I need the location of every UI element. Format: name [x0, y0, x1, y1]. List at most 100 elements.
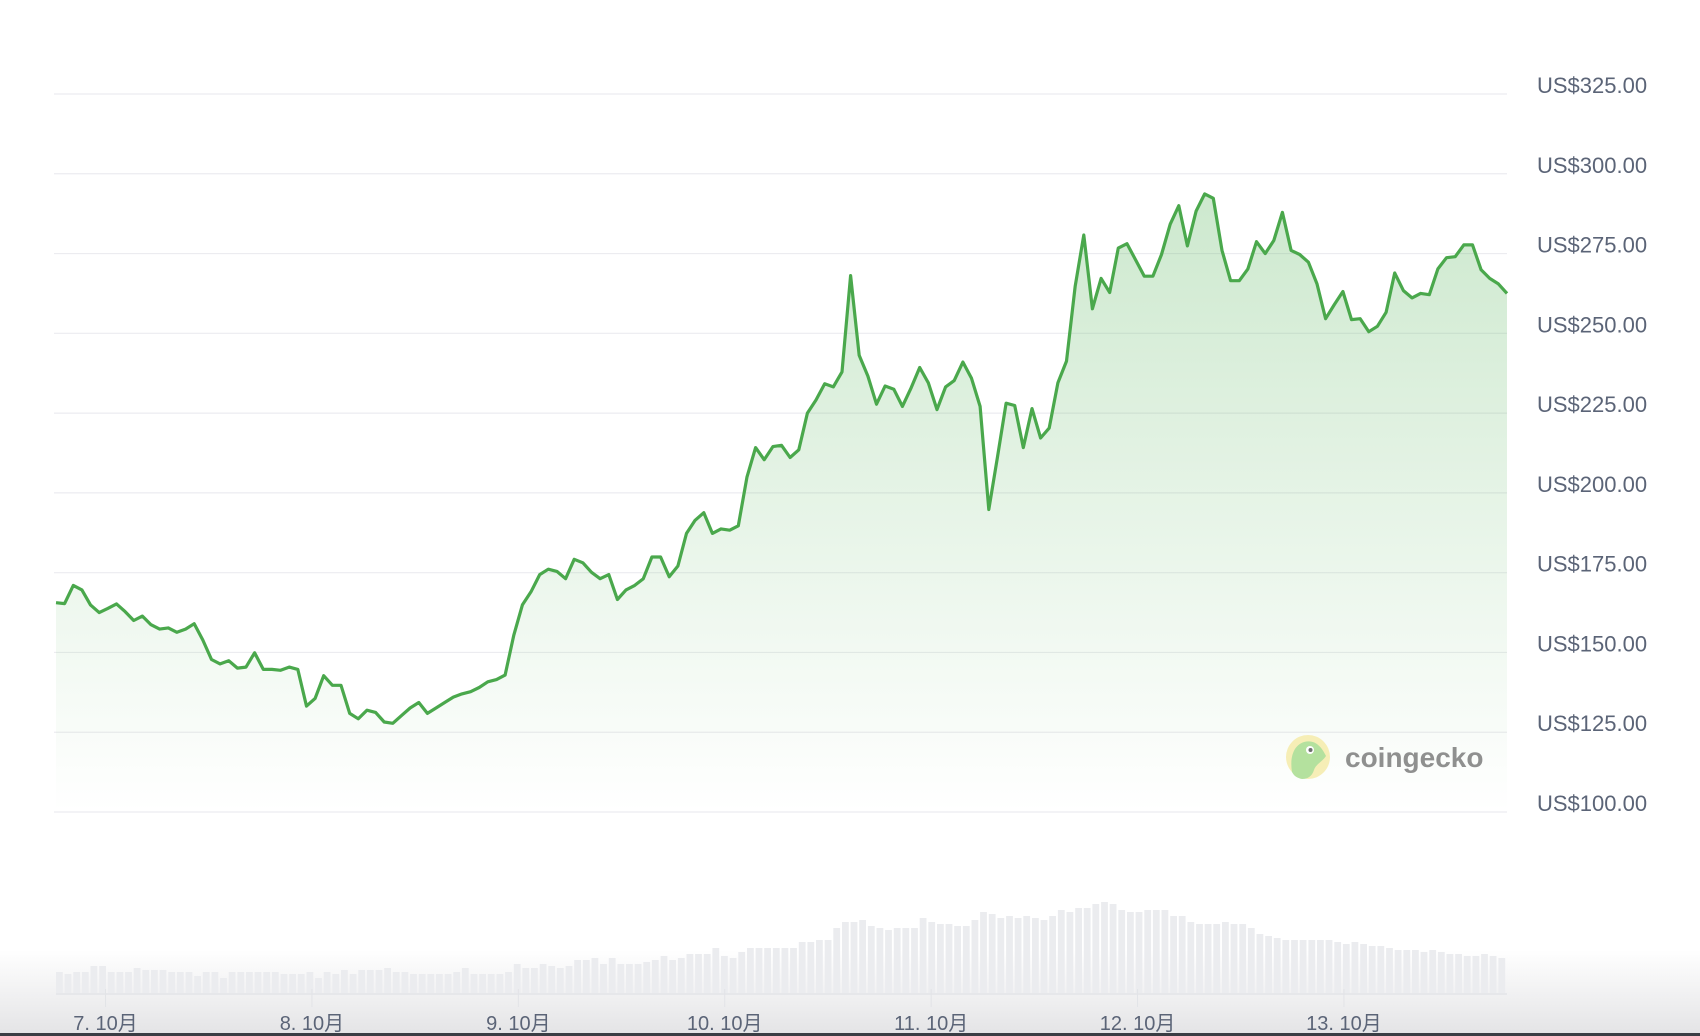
y-tick-label: US$100.00 [1537, 791, 1647, 816]
volume-bar [574, 960, 581, 993]
volume-bar [64, 974, 72, 993]
x-tick-label: 12. 10月 [1100, 1013, 1176, 1035]
volume-bar [608, 958, 616, 993]
volume-bar [1489, 956, 1497, 993]
volume-bar [1256, 934, 1264, 993]
y-tick-label: US$175.00 [1537, 552, 1647, 577]
volume-bars [56, 902, 1507, 995]
price-area [56, 193, 1507, 812]
volume-bar [349, 974, 357, 993]
volume-bar [582, 960, 590, 993]
volume-bar [142, 970, 150, 993]
volume-bar [548, 966, 556, 993]
volume-bar [1351, 942, 1359, 993]
volume-bar [1273, 938, 1281, 993]
volume-bar [461, 968, 469, 993]
volume-bar [1377, 946, 1385, 993]
volume-bar [125, 972, 132, 993]
x-tick-label: 11. 10月 [894, 1013, 968, 1035]
volume-bar [1204, 924, 1212, 993]
x-tick-label: 7. 10月 [73, 1013, 137, 1035]
volume-bar [176, 972, 184, 993]
volume-bar [496, 974, 504, 993]
volume-bar [1317, 940, 1324, 993]
volume-bar [686, 954, 694, 993]
volume-bar [271, 972, 279, 993]
volume-bar [669, 960, 676, 993]
volume-bar [980, 912, 987, 993]
volume-bar [1299, 940, 1307, 993]
coingecko-wordmark: coingecko [1345, 742, 1483, 773]
volume-bar [997, 918, 1005, 993]
volume-bar [1032, 918, 1039, 993]
volume-bar [297, 974, 305, 993]
volume-bar [902, 928, 910, 993]
y-tick-label: US$150.00 [1537, 631, 1647, 656]
volume-bar [1196, 924, 1203, 993]
volume-bar [937, 924, 944, 993]
volume-bar [945, 924, 953, 993]
volume-bar [1049, 916, 1056, 993]
volume-bar [721, 956, 728, 993]
volume-bar [366, 970, 374, 993]
y-axis: US$325.00 US$300.00 US$275.00 US$250.00 US$2… [1537, 73, 1647, 816]
volume-bar [1057, 910, 1065, 993]
volume-bar [479, 974, 486, 993]
volume-bar [885, 930, 892, 993]
volume-bar [1170, 916, 1177, 993]
volume-bar [1178, 916, 1186, 993]
volume-bar [928, 922, 936, 993]
volume-bar [513, 964, 521, 993]
volume-bar [556, 968, 564, 993]
volume-bar [1118, 910, 1126, 993]
volume-bar [401, 972, 409, 993]
volume-bar [677, 958, 685, 993]
volume-bar [237, 972, 245, 993]
volume-bar [893, 928, 901, 993]
volume-bar [876, 928, 884, 993]
volume-bar [202, 972, 210, 993]
volume-bar [798, 942, 806, 993]
volume-bar [1446, 954, 1454, 993]
volume-bar [816, 940, 823, 993]
volume-bar [1014, 918, 1022, 993]
volume-bar [487, 974, 495, 993]
volume-bar [1472, 956, 1480, 993]
volume-bar [522, 968, 530, 993]
volume-bar [133, 968, 141, 993]
volume-bar [643, 962, 651, 993]
volume-bar [1230, 924, 1238, 993]
y-tick-label: US$325.00 [1537, 73, 1647, 98]
volume-bar [1265, 936, 1272, 993]
volume-bar [1368, 946, 1376, 993]
volume-bar [651, 960, 659, 993]
volume-bar [850, 922, 858, 993]
volume-bar [1161, 910, 1169, 993]
volume-bar [1239, 924, 1247, 993]
volume-bar [185, 972, 193, 993]
volume-bar [1282, 940, 1290, 993]
volume-bar [634, 964, 642, 993]
volume-bar [384, 968, 391, 993]
volume-bar [436, 974, 443, 993]
volume-bar [1429, 950, 1437, 993]
volume-bar [824, 940, 832, 993]
volume-bar [1109, 904, 1117, 993]
volume-bar [341, 970, 348, 993]
volume-bar [289, 974, 296, 993]
volume-bar [254, 972, 262, 993]
volume-bar [1006, 916, 1013, 993]
volume-bar [332, 974, 340, 993]
volume-bar [1481, 954, 1488, 993]
volume-bar [790, 948, 797, 993]
volume-bar [1334, 942, 1342, 993]
volume-bar [1394, 950, 1402, 993]
volume-bar [1463, 956, 1471, 993]
x-tick-label: 8. 10月 [280, 1013, 344, 1035]
volume-bar [211, 972, 219, 993]
volume-bar [772, 948, 780, 993]
volume-bar [531, 968, 538, 993]
volume-bar [194, 976, 201, 993]
volume-bar [539, 964, 547, 993]
volume-bar [911, 928, 918, 993]
